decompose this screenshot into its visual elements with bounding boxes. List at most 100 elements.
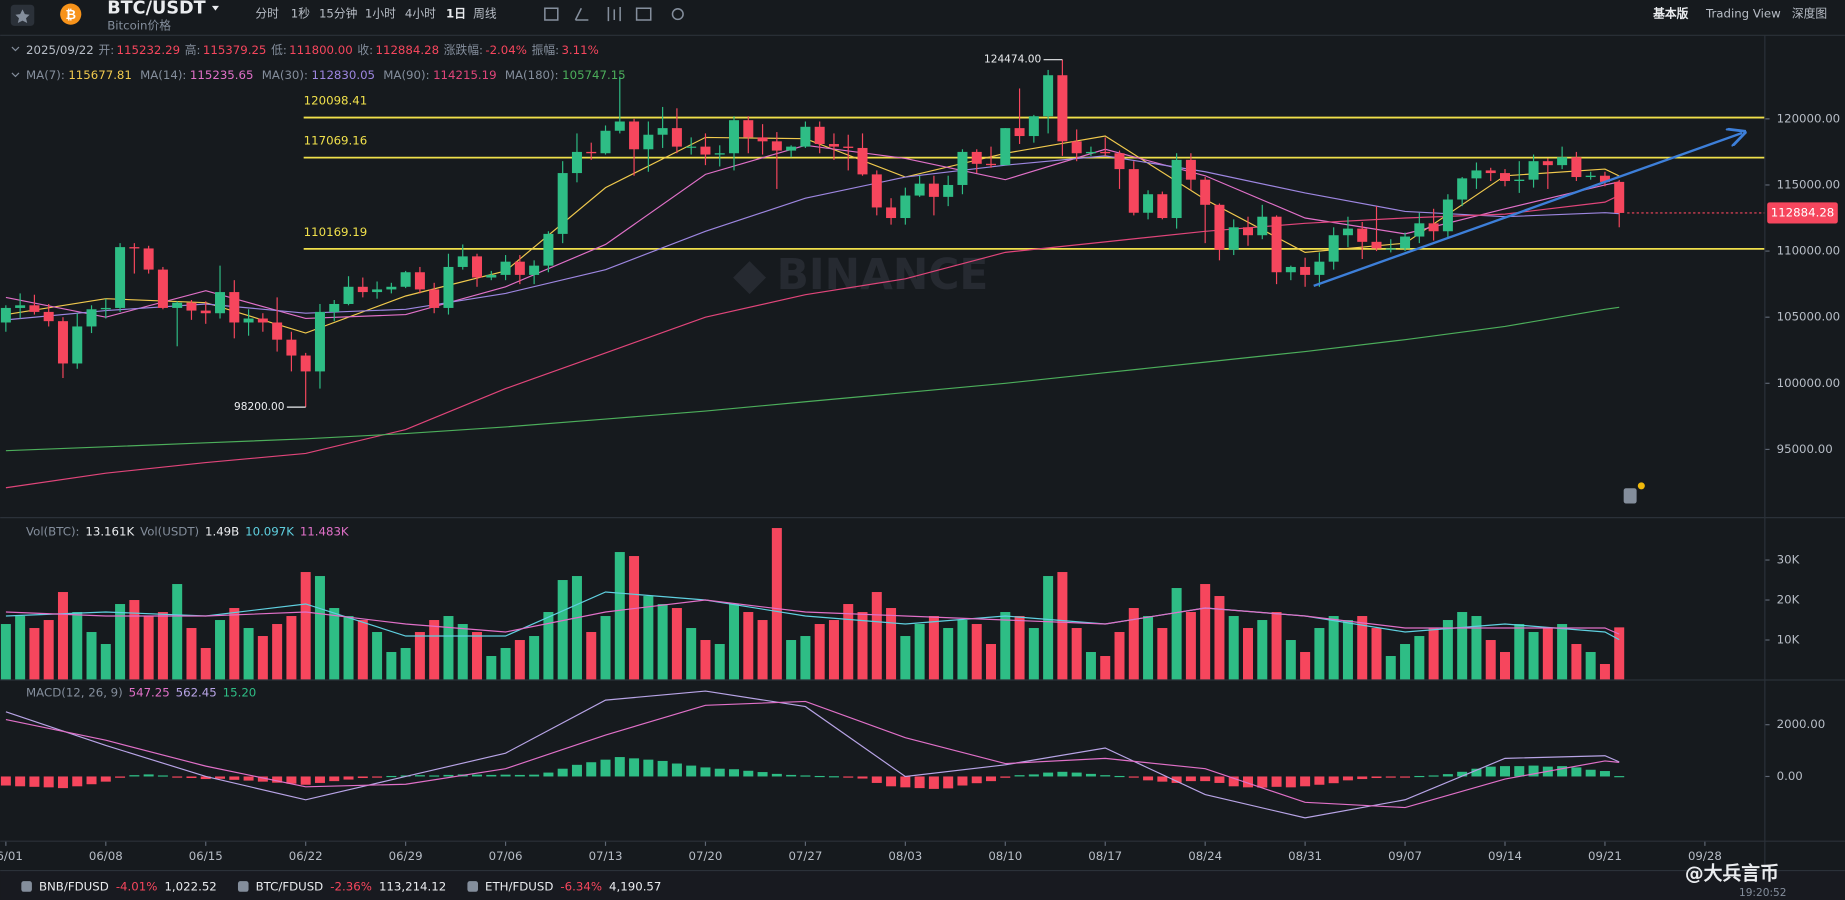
volume-bar xyxy=(614,552,625,680)
volume-legend-item: 10.097K xyxy=(245,524,294,538)
candle-body xyxy=(1314,261,1325,275)
drawing-icon[interactable] xyxy=(574,7,589,21)
interval-tab[interactable]: 周线 xyxy=(473,7,497,21)
macd-bar xyxy=(1528,765,1539,777)
candle-body xyxy=(843,146,854,148)
alert-icon[interactable] xyxy=(1623,488,1637,504)
ma-value: 115235.65 xyxy=(190,68,254,82)
macd-bar xyxy=(1514,766,1525,777)
macd-bar xyxy=(200,776,211,780)
candle-body xyxy=(886,207,897,219)
ticker-icon xyxy=(21,881,32,892)
collapse-icon[interactable] xyxy=(11,46,20,52)
volume-bar xyxy=(657,604,668,680)
candle-body xyxy=(486,274,497,278)
candle-body xyxy=(857,147,868,175)
macd-bar xyxy=(614,757,625,777)
ticker-pair[interactable]: ETH/FDUSD xyxy=(485,880,553,894)
watermark-author: @大兵言币 xyxy=(1685,862,1779,885)
layout-icon[interactable] xyxy=(635,7,652,21)
star-icon xyxy=(15,9,30,23)
volume-bar xyxy=(115,604,126,680)
volume-bar xyxy=(200,648,211,680)
view-tab[interactable]: Trading View xyxy=(1705,7,1781,21)
view-tab[interactable]: 深度图 xyxy=(1792,7,1827,21)
macd-bar xyxy=(15,776,26,787)
volume-bar xyxy=(157,612,168,680)
candle-body xyxy=(1000,128,1011,166)
price-tick-label: 105000.00 xyxy=(1777,310,1841,324)
interval-tab[interactable]: 15分钟 xyxy=(319,7,357,21)
macd-bar xyxy=(700,767,711,777)
collapse-icon[interactable] xyxy=(11,72,20,78)
candle-body xyxy=(100,307,111,310)
x-tick-label: 08/10 xyxy=(988,849,1022,863)
interval-tab[interactable]: 4小时 xyxy=(405,7,436,21)
view-tabs: 基本版 Trading View 深度图 xyxy=(1652,7,1827,21)
volume-bar xyxy=(1614,627,1625,680)
macd-bar xyxy=(29,776,40,787)
interval-tab[interactable]: 分时 xyxy=(255,7,279,21)
ticker-pair[interactable]: BNB/FDUSD xyxy=(39,880,109,894)
volume-bar xyxy=(843,604,854,680)
volume-bar xyxy=(928,616,939,680)
ticker-pair[interactable]: BTC/FDUSD xyxy=(256,880,324,894)
x-tick-label: 06/08 xyxy=(89,849,123,863)
candle-type-icon[interactable] xyxy=(607,7,621,22)
volume-bar xyxy=(1171,588,1182,680)
macd-bar xyxy=(786,774,797,777)
candle-body xyxy=(143,248,154,270)
macd-bar xyxy=(1500,766,1510,777)
volume-bar xyxy=(1542,628,1553,680)
macd-legend-item: 15.20 xyxy=(223,685,257,699)
volume-bar xyxy=(1157,628,1168,680)
info-label: 高: xyxy=(185,43,201,57)
volume-bar xyxy=(729,604,740,680)
interval-tab[interactable]: 1小时 xyxy=(365,7,396,21)
candle-body xyxy=(1185,159,1196,180)
ma-value: 114215.19 xyxy=(433,68,497,82)
volume-bar xyxy=(457,624,468,680)
status-bar xyxy=(0,870,1845,900)
macd-bar xyxy=(957,776,968,786)
price-tick-label: 110000.00 xyxy=(1777,244,1841,258)
candle-body xyxy=(43,311,54,322)
ticker-price: 4,190.57 xyxy=(609,880,661,894)
candle-body xyxy=(614,121,625,131)
interval-tab[interactable]: 1秒 xyxy=(291,7,310,21)
candle-body xyxy=(1028,116,1039,137)
settings-icon[interactable] xyxy=(671,8,684,21)
interval-tab[interactable]: 1日 xyxy=(446,7,466,21)
dropdown-icon[interactable] xyxy=(211,5,219,11)
volume-bar xyxy=(0,624,11,680)
volume-bar xyxy=(1185,612,1196,680)
macd-bar xyxy=(1342,776,1353,781)
volume-bar xyxy=(1385,656,1396,680)
candle-body xyxy=(0,307,11,323)
candle-body xyxy=(771,141,782,151)
volume-ma-line xyxy=(5,591,1620,641)
candle-body xyxy=(1614,181,1625,213)
macd-bar xyxy=(1128,776,1139,778)
macd-bar xyxy=(1271,776,1282,787)
symbol[interactable]: BTC/USDT xyxy=(107,0,206,18)
macd-bar xyxy=(429,775,440,777)
view-tab[interactable]: 基本版 xyxy=(1652,7,1689,21)
macd-bar xyxy=(1285,776,1296,788)
indicator-icon[interactable] xyxy=(544,7,559,21)
watermark-logo xyxy=(733,261,767,295)
macd-bar xyxy=(514,774,525,777)
candle-body xyxy=(1385,248,1396,250)
volume-bar xyxy=(914,624,925,680)
ma-value: 105747.15 xyxy=(562,68,626,82)
macd-bar xyxy=(1357,776,1368,780)
volume-bar xyxy=(900,636,911,680)
toolbar-icons xyxy=(544,7,684,22)
volume-bar xyxy=(15,616,26,680)
volume-bar xyxy=(814,624,825,680)
subtitle[interactable]: Bitcoin价格 xyxy=(107,18,171,32)
candle-body xyxy=(400,272,411,287)
candle-body xyxy=(1400,236,1411,249)
candle-body xyxy=(1342,228,1353,236)
volume-legend-item: Vol(USDT) xyxy=(140,524,199,538)
